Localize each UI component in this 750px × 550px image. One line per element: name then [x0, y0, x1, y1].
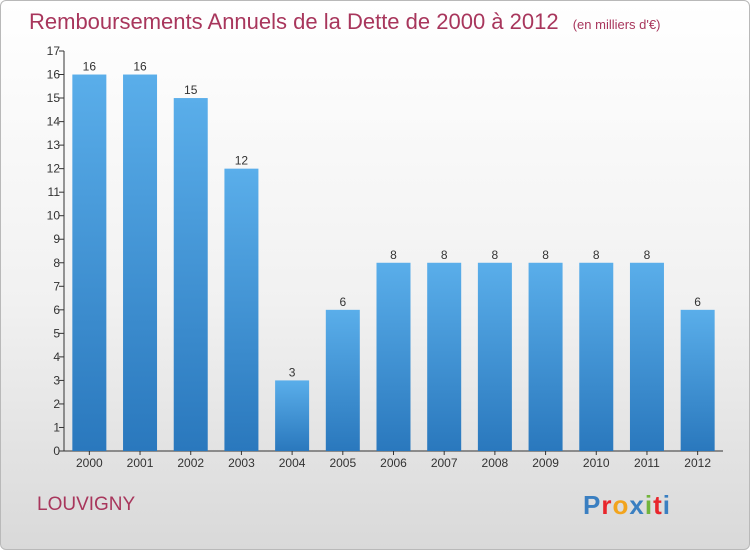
- bar: [528, 262, 563, 451]
- data-label: 8: [441, 248, 448, 262]
- bar: [224, 168, 259, 451]
- bar: [427, 262, 462, 451]
- y-tick-label: 1: [53, 420, 60, 434]
- y-tick-label: 16: [47, 68, 61, 82]
- logo-letter: t: [653, 490, 663, 520]
- logo-letter: i: [662, 490, 671, 520]
- x-tick-label: 2002: [177, 456, 204, 470]
- data-label: 15: [184, 83, 198, 97]
- city-name: LOUVIGNY: [37, 494, 136, 515]
- y-tick-label: 8: [53, 256, 60, 270]
- x-tick-label: 2008: [482, 456, 509, 470]
- y-tick-label: 3: [53, 373, 60, 387]
- logo-letter: P: [583, 490, 602, 520]
- y-tick-label: 15: [47, 91, 61, 105]
- bar: [629, 262, 664, 451]
- y-tick-label: 17: [47, 44, 61, 58]
- data-label: 8: [593, 248, 600, 262]
- bar: [173, 98, 208, 451]
- data-label: 3: [289, 365, 296, 379]
- x-tick-label: 2012: [684, 456, 711, 470]
- y-tick-label: 14: [47, 115, 61, 129]
- y-tick-label: 2: [53, 397, 60, 411]
- x-tick-label: 2006: [380, 456, 407, 470]
- bar: [680, 309, 715, 451]
- bar: [123, 74, 158, 451]
- logo-letter: i: [644, 490, 654, 520]
- data-label: 6: [339, 295, 346, 309]
- bar: [325, 309, 360, 451]
- x-tick-label: 2001: [127, 456, 154, 470]
- x-tick-label: 2011: [634, 456, 660, 470]
- proxiti-logo: Proxiti: [583, 490, 671, 521]
- bar: [579, 262, 614, 451]
- y-tick-label: 10: [47, 209, 61, 223]
- bar: [72, 74, 107, 451]
- chart-unit: (en milliers d'€): [572, 17, 661, 32]
- data-label: 16: [133, 60, 147, 74]
- x-tick-label: 2004: [279, 456, 306, 470]
- y-tick-label: 9: [53, 232, 60, 246]
- chart-title-text: Remboursements Annuels de la Dette de 20…: [29, 9, 559, 34]
- logo-letter: o: [612, 490, 630, 520]
- y-tick-label: 13: [47, 138, 61, 152]
- data-label: 8: [492, 248, 499, 262]
- y-tick-label: 0: [53, 444, 60, 458]
- data-label: 8: [644, 248, 651, 262]
- y-tick-label: 6: [53, 303, 60, 317]
- data-label: 12: [235, 154, 249, 168]
- data-label: 6: [694, 295, 701, 309]
- x-tick-label: 2010: [583, 456, 610, 470]
- y-tick-label: 7: [53, 279, 60, 293]
- x-tick-label: 2009: [532, 456, 559, 470]
- bar: [376, 262, 411, 451]
- y-tick-label: 12: [47, 162, 61, 176]
- logo-letter: r: [601, 490, 613, 520]
- y-tick-label: 11: [48, 185, 61, 199]
- logo-letter: x: [629, 490, 645, 520]
- data-label: 8: [542, 248, 549, 262]
- y-tick-label: 4: [53, 350, 60, 364]
- data-label: 8: [390, 248, 397, 262]
- bar: [477, 262, 512, 451]
- bar: [275, 380, 310, 451]
- data-label: 16: [83, 60, 97, 74]
- chart-title: Remboursements Annuels de la Dette de 20…: [29, 9, 660, 35]
- y-tick-label: 5: [53, 326, 60, 340]
- x-tick-label: 2005: [329, 456, 356, 470]
- x-tick-label: 2003: [228, 456, 255, 470]
- x-tick-label: 2000: [76, 456, 103, 470]
- x-tick-label: 2007: [431, 456, 458, 470]
